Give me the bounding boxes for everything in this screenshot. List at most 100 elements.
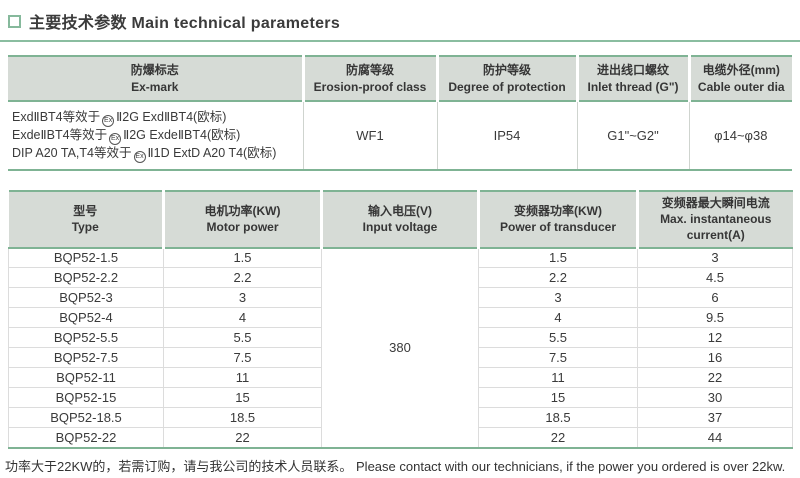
max-current-cell: 9.5 — [637, 307, 793, 329]
col-header-zh: 型号 — [73, 204, 98, 219]
col-header-motor-power: 电机功率(KW) Motor power — [162, 190, 322, 249]
table-row: BQP52-3 3 3 6 — [8, 287, 793, 309]
section-square-icon — [8, 14, 21, 28]
motor-power-cell: 4 — [163, 307, 322, 329]
transducer-power-cell: 7.5 — [478, 347, 638, 369]
ex-mark-text: ExdeⅡBT4等效于 — [12, 127, 108, 142]
transducer-power-cell: 15 — [478, 387, 638, 409]
max-current-cell: 22 — [637, 367, 793, 389]
col-header-en: Type — [71, 220, 99, 235]
type-cell: BQP52-4 — [8, 307, 164, 329]
type-cell: BQP52-22 — [8, 427, 164, 449]
max-current-cell: 37 — [637, 407, 793, 429]
col-header-en: Degree of protection — [448, 79, 566, 94]
col-header-en: Inlet thread (G") — [587, 79, 679, 94]
ex-mark-line: ExdⅡBT4等效于 Ex Ⅱ2G ExdⅡBT4(欧标) — [12, 109, 301, 127]
ex-mark-text: Ⅱ1D ExtD A20 T4(欧标) — [147, 145, 277, 160]
table-row: BQP52-11 11 11 22 — [8, 367, 793, 389]
section-header: 主要技术参数 Main technical parameters — [0, 0, 800, 40]
ex-mark-line: ExdeⅡBT4等效于 Ex Ⅱ2G ExdeⅡBT4(欧标) — [12, 127, 301, 145]
motor-power-cell: 5.5 — [163, 327, 322, 349]
max-current-cell: 12 — [637, 327, 793, 349]
col-header-zh: 进出线口螺纹 — [596, 63, 669, 78]
table-row: BQP52-1.5 1.5 380 1.5 3 — [8, 247, 793, 449]
atex-ex-icon: Ex — [102, 114, 115, 127]
title-divider — [0, 40, 800, 42]
motor-power-cell: 11 — [163, 367, 322, 389]
erosion-class-value: WF1 — [302, 101, 437, 171]
col-header-zh: 变频器功率(KW) — [514, 204, 602, 219]
motor-power-cell: 1.5 — [163, 247, 322, 269]
transducer-power-cell: 4 — [478, 307, 638, 329]
col-header-type: 型号 Type — [8, 190, 164, 249]
motor-power-cell: 18.5 — [163, 407, 322, 429]
type-cell: BQP52-2.2 — [8, 267, 164, 289]
transducer-power-cell: 1.5 — [478, 247, 638, 269]
max-current-cell: 4.5 — [637, 267, 793, 289]
type-cell: BQP52-5.5 — [8, 327, 164, 349]
type-cell: BQP52-18.5 — [8, 407, 164, 429]
col-header-zh: 电机功率(KW) — [204, 204, 281, 219]
table-row: BQP52-4 4 4 9.5 — [8, 307, 793, 329]
type-cell: BQP52-3 — [8, 287, 164, 309]
type-cell: BQP52-11 — [8, 367, 164, 389]
max-current-cell: 44 — [637, 427, 793, 449]
page-title: 主要技术参数 Main technical parameters — [29, 15, 341, 32]
col-header-zh: 防爆标志 — [130, 63, 179, 78]
col-header-en: Max. instantaneous current(A) — [660, 212, 772, 243]
col-header-en: Motor power — [206, 220, 279, 235]
ex-mark-table: 防爆标志 Ex-mark 防腐等级 Erosion-proof class 防护… — [8, 55, 792, 171]
motor-power-cell: 2.2 — [163, 267, 322, 289]
table-row: BQP52-22 22 22 44 — [8, 427, 793, 449]
transducer-power-cell: 5.5 — [478, 327, 638, 349]
input-voltage-cell: 380 — [321, 247, 479, 449]
max-current-cell: 16 — [637, 347, 793, 369]
atex-ex-icon: Ex — [133, 150, 146, 163]
table2-header-row: 型号 Type 电机功率(KW) Motor power 输入电压(V) Inp… — [8, 190, 793, 249]
ex-mark-line: DIP A20 TA,T4等效于 Ex Ⅱ1D ExtD A20 T4(欧标) — [12, 145, 301, 163]
cable-dia-value: φ14~φ38 — [688, 101, 792, 171]
max-current-cell: 30 — [637, 387, 793, 409]
col-header-input-voltage: 输入电压(V) Input voltage — [320, 190, 479, 249]
col-header-zh: 防护等级 — [482, 63, 531, 78]
col-header-max-current: 变频器最大瞬间电流 Max. instantaneous current(A) — [636, 190, 793, 249]
col-header-zh: 防腐等级 — [345, 63, 394, 78]
parameters-table: 型号 Type 电机功率(KW) Motor power 输入电压(V) Inp… — [8, 190, 793, 449]
ex-mark-text: Ⅱ2G ExdⅡBT4(欧标) — [116, 109, 227, 124]
col-header-transducer-power: 变频器功率(KW) Power of transducer — [477, 190, 638, 249]
transducer-power-cell: 2.2 — [478, 267, 638, 289]
ex-mark-cell: ExdⅡBT4等效于 Ex Ⅱ2G ExdⅡBT4(欧标) ExdeⅡBT4等效于 E… — [8, 101, 303, 171]
col-header-en: Ex-mark — [131, 79, 179, 94]
col-header-ex-mark: 防爆标志 Ex-mark — [8, 55, 303, 102]
col-header-zh: 电缆外径(mm) — [702, 63, 780, 78]
motor-power-cell: 22 — [163, 427, 322, 449]
ex-mark-text: ExdⅡBT4等效于 — [12, 109, 101, 124]
col-header-zh: 输入电压(V) — [368, 204, 432, 219]
col-header-cable-dia: 电缆外径(mm) Cable outer dia — [687, 55, 792, 102]
inlet-thread-value: G1"~G2" — [576, 101, 689, 171]
table-row: BQP52-2.2 2.2 2.2 4.5 — [8, 267, 793, 289]
col-header-en: Power of transducer — [499, 220, 617, 235]
col-header-zh: 变频器最大瞬间电流 — [661, 196, 770, 210]
table-row: BQP52-5.5 5.5 5.5 12 — [8, 327, 793, 349]
table-row: BQP52-18.5 18.5 18.5 37 — [8, 407, 793, 429]
ex-mark-text: DIP A20 TA,T4等效于 — [12, 145, 132, 160]
ex-mark-text: Ⅱ2G ExdeⅡBT4(欧标) — [123, 127, 241, 142]
max-current-cell: 3 — [637, 247, 793, 269]
table1-data-row: ExdⅡBT4等效于 Ex Ⅱ2G ExdⅡBT4(欧标) ExdeⅡBT4等效于 E… — [8, 101, 792, 171]
transducer-power-cell: 11 — [478, 367, 638, 389]
transducer-power-cell: 22 — [478, 427, 638, 449]
col-header-inlet-thread: 进出线口螺纹 Inlet thread (G") — [575, 55, 689, 102]
col-header-erosion-class: 防腐等级 Erosion-proof class — [301, 55, 437, 102]
col-header-en: Cable outer dia — [697, 79, 785, 94]
col-header-en: Erosion-proof class — [313, 79, 427, 94]
transducer-power-cell: 18.5 — [478, 407, 638, 429]
table-row: BQP52-7.5 7.5 7.5 16 — [8, 347, 793, 369]
transducer-power-cell: 3 — [478, 287, 638, 309]
max-current-cell: 6 — [637, 287, 793, 309]
type-cell: BQP52-15 — [8, 387, 164, 409]
footer-note: 功率大于22KW的，若需订购，请与我公司的技术人员联系。 Please cont… — [5, 458, 786, 474]
table1-header-row: 防爆标志 Ex-mark 防腐等级 Erosion-proof class 防护… — [8, 55, 792, 102]
motor-power-cell: 15 — [163, 387, 322, 409]
